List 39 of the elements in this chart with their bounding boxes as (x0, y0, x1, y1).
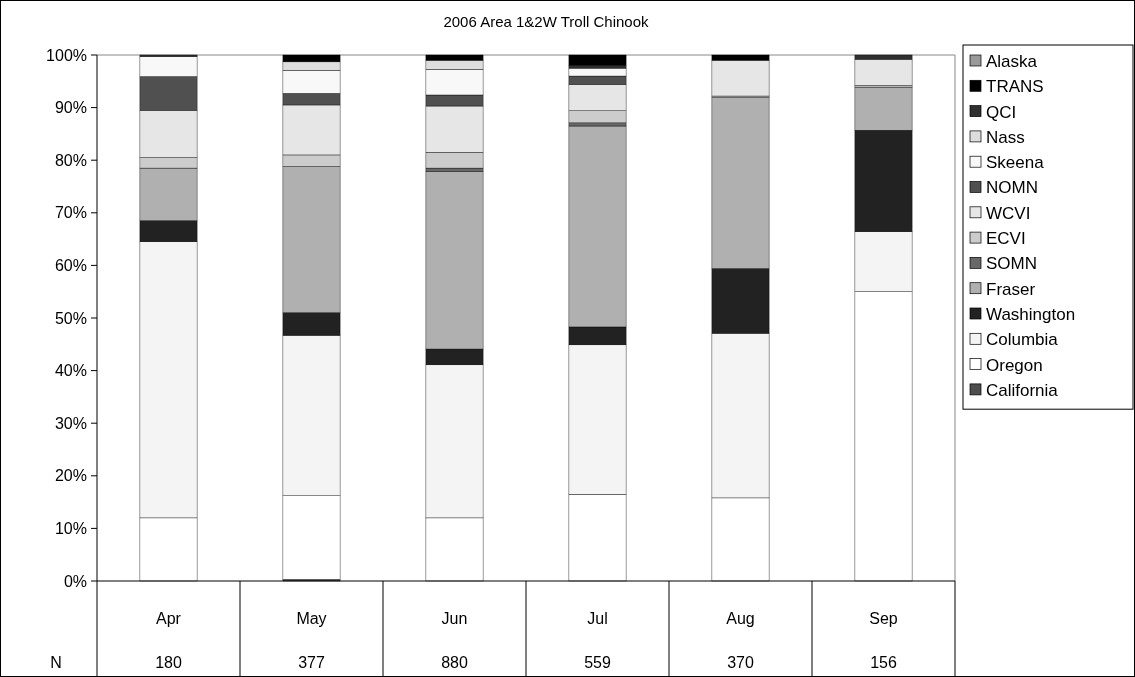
legend-label: ECVI (986, 229, 1026, 249)
x-tick-label: Jun (441, 610, 468, 627)
y-tick-label: 0% (63, 572, 87, 590)
x-tick-label: Aug (726, 610, 755, 627)
text: 180 (155, 654, 182, 671)
y-tick-label: 80% (54, 151, 87, 169)
text: 559 (584, 654, 611, 671)
legend-label: Oregon (986, 355, 1043, 375)
legend-label: Columbia (986, 330, 1059, 350)
legend-label: Skeena (986, 153, 1045, 173)
y-tick-label: 40% (54, 362, 87, 380)
legend-label: QCI (986, 102, 1017, 122)
legend-label: Washington (986, 304, 1076, 324)
legend-label: TRANS (986, 77, 1044, 97)
x-tick-label: Jul (587, 610, 608, 627)
y-tick-label: 60% (54, 257, 87, 274)
legend-label: Alaska (986, 51, 1038, 71)
text: 370 (727, 654, 754, 671)
y-tick-label: 50% (54, 309, 87, 327)
y-tick-label: 30% (54, 414, 87, 432)
chart-title: 2006 Area 1&2W Troll Chinook (443, 13, 650, 30)
legend-label: NOMN (986, 178, 1038, 198)
legend-label: SOMN (986, 254, 1037, 274)
y-tick-label: 20% (54, 467, 87, 485)
text: 156 (870, 654, 897, 671)
y-tick-label: 10% (54, 520, 87, 537)
x-tick-label: May (296, 610, 327, 627)
text: N (50, 654, 62, 671)
legend-label: California (986, 380, 1059, 400)
text: 880 (441, 654, 468, 671)
y-tick-label: 100% (46, 46, 87, 64)
y-tick-label: 70% (54, 204, 87, 222)
legend-label: Nass (986, 127, 1025, 147)
text: 377 (298, 654, 325, 671)
x-tick-label: Apr (156, 610, 182, 627)
legend-label: Fraser (986, 279, 1036, 299)
x-tick-label: Sep (869, 610, 898, 627)
legend-label: WCVI (986, 203, 1031, 223)
y-tick-label: 90% (54, 99, 87, 117)
